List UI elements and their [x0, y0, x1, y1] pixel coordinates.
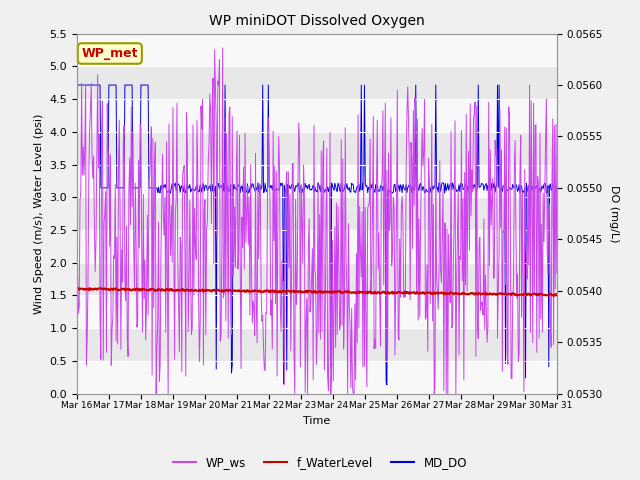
- Bar: [77, 295, 557, 328]
- Bar: [77, 230, 557, 263]
- Title: WP miniDOT Dissolved Oxygen: WP miniDOT Dissolved Oxygen: [209, 14, 425, 28]
- Bar: [77, 361, 557, 394]
- Bar: [77, 66, 557, 99]
- Bar: [77, 34, 557, 66]
- Bar: [77, 165, 557, 197]
- Bar: [77, 99, 557, 132]
- Bar: [77, 197, 557, 230]
- Text: WP_met: WP_met: [82, 47, 138, 60]
- Legend: WP_ws, f_WaterLevel, MD_DO: WP_ws, f_WaterLevel, MD_DO: [168, 452, 472, 474]
- Bar: [77, 328, 557, 361]
- X-axis label: Time: Time: [303, 416, 330, 426]
- Y-axis label: DO (mg/L): DO (mg/L): [609, 185, 620, 242]
- Y-axis label: Wind Speed (m/s), Water Level (psi): Wind Speed (m/s), Water Level (psi): [34, 113, 44, 314]
- Bar: [77, 263, 557, 295]
- Bar: [77, 132, 557, 165]
